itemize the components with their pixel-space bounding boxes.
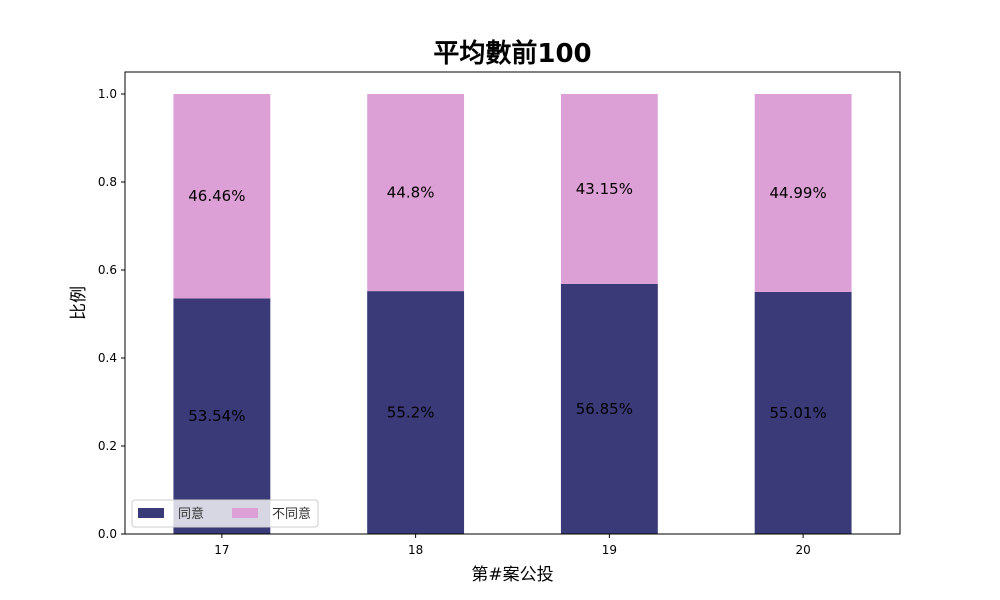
bars-group	[173, 94, 852, 534]
data-label-disagree-17: 46.46%	[188, 187, 245, 205]
bar-disagree-20	[754, 94, 852, 292]
data-label-disagree-19: 43.15%	[576, 180, 633, 198]
data-label-agree-19: 56.85%	[576, 400, 633, 418]
x-tick-label: 19	[602, 543, 617, 557]
x-tick-label: 20	[795, 543, 810, 557]
legend: 同意 不同意	[131, 499, 319, 528]
y-axis-label: 比例	[69, 286, 89, 320]
data-label-agree-17: 53.54%	[188, 407, 245, 425]
data-label-disagree-20: 44.99%	[770, 184, 827, 202]
y-tick-label: 0.4	[98, 351, 117, 365]
bar-agree-17	[173, 298, 271, 534]
bar-disagree-17	[173, 94, 271, 299]
bar-disagree-18	[367, 94, 465, 292]
legend-swatch	[138, 508, 164, 518]
data-label-agree-20: 55.01%	[770, 404, 827, 422]
bar-disagree-19	[560, 94, 658, 284]
y-tick-label: 0.0	[98, 527, 117, 541]
legend-box	[131, 499, 319, 528]
chart-title: 平均數前100	[433, 38, 591, 69]
legend-swatch	[232, 508, 258, 518]
bar-agree-19	[560, 283, 658, 534]
y-tick-label: 0.2	[98, 439, 117, 453]
plot-frame	[124, 71, 901, 535]
y-tick-label: 0.8	[98, 175, 117, 189]
x-tick-label: 17	[214, 543, 229, 557]
bar-agree-18	[367, 291, 465, 534]
x-tick-label: 18	[408, 543, 423, 557]
bar-labels-group: 53.54% 46.46% 55.2% 44.8% 56.85% 43.15% 55.01%…	[188, 180, 826, 425]
data-label-agree-18: 55.2%	[387, 404, 435, 422]
x-axis-ticks: 17 18 19 20	[214, 534, 811, 557]
data-label-disagree-18: 44.8%	[387, 184, 435, 202]
y-axis-ticks: 0.0 0.2 0.4 0.6 0.8 1.0	[98, 87, 125, 541]
bar-agree-20	[754, 291, 852, 534]
y-tick-label: 0.6	[98, 263, 117, 277]
y-tick-label: 1.0	[98, 87, 117, 101]
legend-label: 不同意	[272, 506, 311, 522]
x-axis-label: 第#案公投	[471, 565, 553, 585]
legend-label: 同意	[178, 506, 204, 522]
